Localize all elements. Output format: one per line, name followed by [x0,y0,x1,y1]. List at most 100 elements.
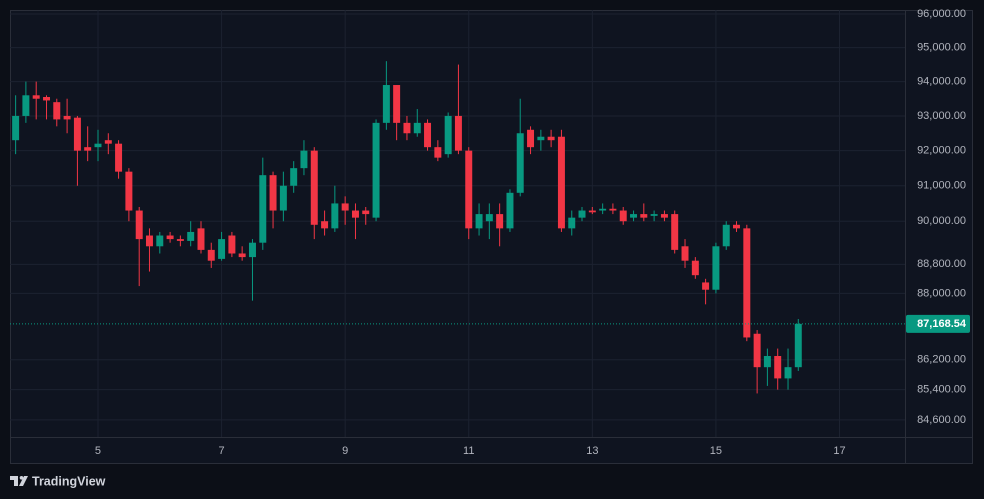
chart-frame [10,10,973,464]
candle [310,147,318,240]
candle-body [784,367,792,379]
candle-body [599,208,607,211]
candle [207,242,215,268]
candle-body [527,129,535,148]
candle [722,221,730,250]
candle [496,203,504,247]
candle [557,129,565,232]
candle [537,129,545,151]
candle [53,98,61,127]
candle [702,278,710,305]
candle [156,231,164,254]
candle-body [393,85,401,123]
y-tick-label: 88,000.00 [917,287,966,299]
x-tick-label: 9 [342,445,348,457]
candle [660,210,668,222]
candle-body [681,246,689,261]
candle-body [53,102,61,120]
candle-body [94,143,102,148]
candle-body [485,214,493,222]
y-tick-label: 88,800.00 [917,258,966,270]
candle [784,348,792,390]
candle-body [557,136,565,229]
last-price-label: 87,168.54 [917,318,967,330]
candle [712,242,720,294]
candle [393,85,401,141]
y-tick-label: 93,000.00 [917,110,966,122]
y-tick-label: 95,000.00 [917,42,966,54]
candle [197,221,205,254]
candle-body [290,168,298,186]
candle-body [135,210,143,240]
candle [248,239,256,301]
logo-mark [10,476,28,486]
candle-body [547,136,555,141]
logo-dot [19,476,24,480]
candle [568,210,576,236]
candle [434,140,442,162]
last-price-badge [906,314,970,333]
candle-body [12,115,20,141]
candle-body [671,214,679,250]
candle-body [84,147,92,151]
candle [321,210,329,236]
candle-body [568,217,576,229]
candle [444,112,452,158]
candle [84,126,92,162]
candle [619,206,627,225]
x-tick-label: 17 [833,445,845,457]
candle [485,203,493,240]
candle-body [578,210,586,218]
candle [166,231,174,243]
candle-body [650,214,658,216]
candle-body [125,171,133,211]
candle-body [794,323,802,368]
candle [279,171,287,222]
candle-body [310,150,318,225]
candle-body [588,210,596,213]
candle [578,206,586,222]
candle [527,126,535,155]
candle-body [763,356,771,368]
candle-body [73,117,81,151]
candle [599,203,607,215]
candle [115,140,123,179]
candle [176,235,184,247]
y-tick-label: 96,000.00 [917,8,966,20]
candle-body [444,115,452,155]
candle [681,239,689,268]
x-tick-label: 7 [219,445,225,457]
y-tick-label: 90,000.00 [917,215,966,227]
candle-body [300,150,308,169]
candle-body [372,122,380,218]
candle-body [63,115,71,120]
candle-body [218,239,226,259]
candle [145,228,153,272]
candle [351,203,359,240]
candle [290,161,298,193]
candle [341,196,349,225]
candle [516,98,524,197]
y-tick-label: 85,400.00 [917,384,966,396]
candle-body [506,192,514,229]
candle [269,171,277,229]
candle-body [279,185,287,211]
candle-body [156,235,164,247]
x-tick-label: 11 [463,445,474,457]
candle-body [537,136,545,141]
candle [733,221,740,232]
x-tick-label: 15 [710,445,722,457]
candle-body [382,85,390,123]
candle [300,140,308,176]
candle [259,157,267,250]
y-tick-label: 91,000.00 [917,180,966,192]
candle [774,348,782,390]
candle-body [32,95,40,99]
candle-body [743,228,751,338]
candle [454,64,462,155]
candle-body [630,214,638,218]
candle [362,206,370,225]
candle [465,147,473,240]
candle-body [259,175,267,243]
